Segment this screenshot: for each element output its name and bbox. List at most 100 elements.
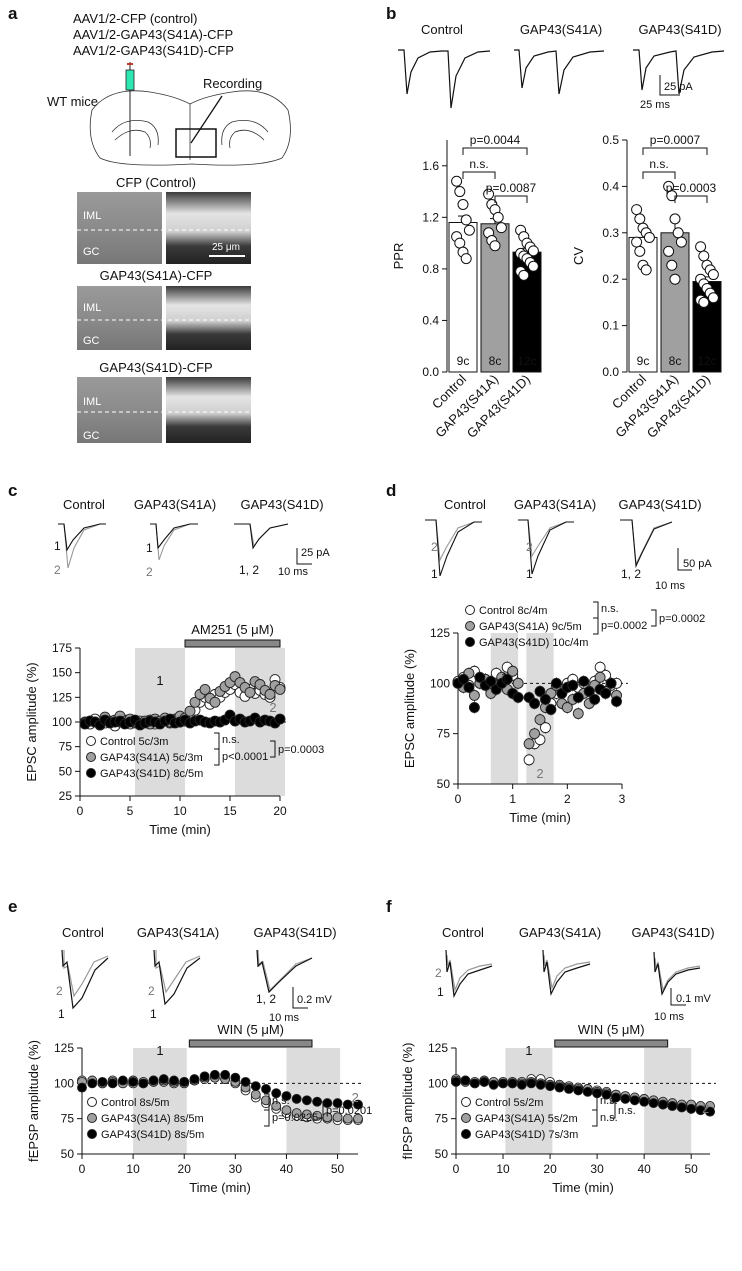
y-tick-label: 50 [59,764,73,778]
syringe-icon [125,62,135,156]
x-tick-label: 0 [79,1162,86,1176]
data-point [695,1105,706,1116]
stat-bracket-overall [651,609,657,627]
data-point [474,671,486,683]
panel-c-timecourse: 25 50 75 100 125 150 175 0 5 10 15 20 Time (min) EPSC… [24,622,324,837]
x-tick-label: 15 [223,804,237,818]
data-point [534,685,546,697]
legend-marker [465,621,475,631]
data-point [479,1076,490,1087]
x-tick-label: 5 [127,804,134,818]
data-point [669,273,681,285]
trace-title-s41d: GAP43(S41D) [240,497,323,512]
y-tick-label: 100 [54,1076,74,1090]
y-axis-label: PPR [391,243,406,270]
data-point [128,1076,139,1087]
data-point [631,204,643,216]
data-point [535,1079,546,1090]
data-point [184,705,196,717]
data-point [648,1098,659,1109]
stat-label: p=0.0003 [278,744,324,756]
iml-label: IML [83,210,101,222]
data-point [469,1078,480,1089]
scale-bar [659,75,680,96]
stat-bracket [494,195,528,203]
scale-mv-label: 0.1 mV [676,993,712,1005]
y-tick-label: 0.0 [422,365,439,379]
data-point [707,292,719,304]
drug-label: WIN (5 μM) [217,1022,284,1037]
y-tick-label: 25 [59,789,73,803]
data-point [463,681,475,693]
trace-title-s41d: GAP43(S41D) [253,925,336,940]
y-tick-label: 1.2 [422,210,439,224]
data-point [460,214,472,226]
x-tick-label: 40 [280,1162,294,1176]
n-label: 12c [517,354,536,368]
y-axis-label: fIPSP amplitude (%) [400,1043,415,1160]
data-point [523,754,535,766]
stat-label: p=0.0225 [272,1112,318,1124]
trace-title-s41a: GAP43(S41A) [520,22,602,37]
data-point [589,693,601,705]
stat-bracket-overall [642,147,708,155]
data-point [87,1078,98,1089]
data-point [342,1113,353,1124]
data-point [643,231,655,243]
trace-mark: 1 [54,539,61,553]
legend-marker [461,1097,471,1107]
data-point [554,1082,565,1093]
trace-title-control: Control [63,497,105,512]
data-point [451,175,463,187]
trace-mark: 2 [56,984,63,998]
cv-bar-chart: 0.00.10.20.30.40.5CV9cControl8cGAP43(S41… [571,133,722,441]
n-label: 9c [637,354,650,368]
stat-label: n.s. [618,1105,636,1117]
stat-bracket-label: p=0.0003 [666,181,717,195]
panel-letter-f: f [386,897,392,916]
legend-label: GAP43(S41A) 5s/2m [475,1113,578,1125]
scale-mv-label: 0.2 mV [297,994,333,1006]
trace-mark: 2 [435,966,442,980]
data-point [489,240,501,252]
data-point [189,1074,200,1085]
brightfield-image-s41d [77,377,162,443]
stat-label: n.s. [272,1095,290,1107]
data-point [611,696,622,707]
y-tick-label: 125 [428,1041,448,1055]
y-tick-label: 0.0 [602,365,619,379]
data-point [695,241,707,253]
ppr-bar-chart: 0.00.40.81.21.6PPR9cControl8cGAP43(S41A)… [391,133,542,441]
legend-label: Control 8c/4m [479,605,547,617]
n-label: 8c [489,354,502,368]
trace-s41a [514,49,605,95]
data-point [540,693,551,705]
x-tick-label: 50 [685,1162,699,1176]
data-point [518,269,530,281]
data-point [686,1103,697,1114]
data-point [534,714,546,726]
trace-mark: 1 [431,567,438,581]
data-point [582,1086,593,1097]
data-point [261,1095,271,1106]
data-point [698,250,710,262]
epoch-shade [505,1048,553,1154]
legend-label: Control 5c/3m [100,736,168,748]
stat-bracket-ns [462,171,496,179]
epoch-shade [490,633,519,784]
x-tick-label: 50 [331,1162,345,1176]
data-point [468,702,480,713]
drug-label: AM251 (5 μM) [191,622,274,637]
panel-a: AAV1/2-CFP (control) AAV1/2-GAP43(S41A)-… [47,11,291,443]
y-tick-label: 0.4 [422,313,439,327]
brain-section-diagram [89,90,291,166]
scale-pa-label: 25 pA [664,81,693,93]
injection-line-3: AAV1/2-GAP43(S41D)-CFP [73,43,234,58]
data-point [460,1075,471,1086]
data-point [545,704,557,715]
data-point [488,1079,499,1090]
image-title-control: CFP (Control) [116,175,196,190]
data-point [107,1078,118,1089]
x-tick-label: 20 [273,804,287,818]
